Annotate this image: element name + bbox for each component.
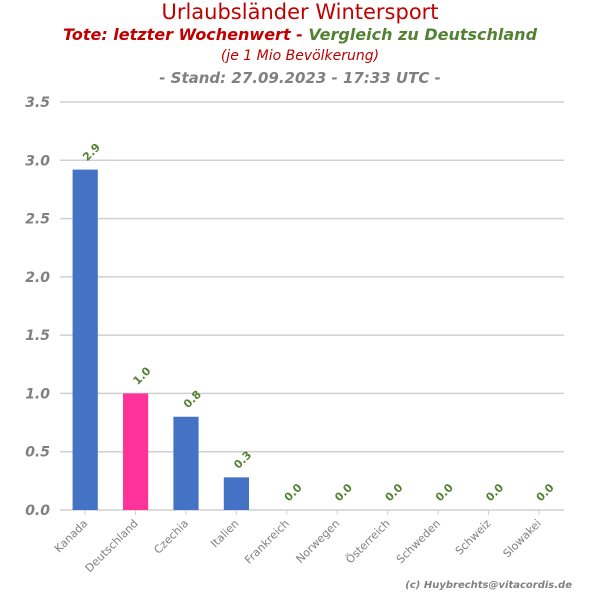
- bar-value-label: 0.0: [483, 481, 506, 504]
- x-tick-label: Slowakei: [501, 517, 544, 560]
- bar-value-label: 0.0: [282, 481, 305, 504]
- x-tick-label: Frankreich: [242, 517, 292, 567]
- chart-subtitle-unit: (je 1 Mio Bevölkerung): [220, 48, 380, 64]
- subtitle-part-comparison: Vergleich zu Deutschland: [308, 25, 538, 44]
- x-tick-label: Kanada: [52, 517, 90, 555]
- bar: [173, 416, 199, 510]
- y-tick-label: 3.0: [25, 153, 50, 169]
- subtitle-part-deaths: Tote: letzter Wochenwert -: [62, 25, 309, 44]
- bar-value-label: 0.0: [383, 481, 406, 504]
- y-tick-label: 2.5: [25, 212, 50, 228]
- y-tick-label: 1.5: [25, 328, 50, 344]
- bar: [223, 477, 249, 510]
- x-tick-label: Deutschland: [83, 517, 141, 575]
- bar-value-label: 1.0: [131, 364, 154, 387]
- x-tick-label: Österreich: [343, 517, 392, 566]
- credit-text: (c) Huybrechts@vitacordis.de: [405, 580, 572, 591]
- x-tick-label: Schweiz: [453, 517, 494, 558]
- y-tick-label: 1.0: [25, 386, 50, 402]
- x-tick-label: Norwegen: [294, 517, 343, 566]
- y-tick-label: 0.5: [25, 445, 50, 461]
- chart-subtitle: Tote: letzter Wochenwert - Vergleich zu …: [0, 25, 600, 44]
- x-tick-label: Schweden: [394, 517, 443, 566]
- chart-stand-date: - Stand: 27.09.2023 - 17:33 UTC -: [159, 69, 441, 87]
- bar: [123, 393, 149, 510]
- y-tick-label: 3.5: [25, 95, 50, 111]
- chart-title: Urlaubsländer Wintersport: [161, 0, 439, 24]
- y-tick-label: 0.0: [25, 503, 50, 519]
- x-tick-label: Czechia: [151, 517, 191, 557]
- bar: [72, 169, 98, 510]
- y-tick-label: 2.0: [25, 270, 50, 286]
- bar-value-label: 0.0: [433, 481, 456, 504]
- bar-value-label: 0.8: [181, 388, 204, 411]
- bar-value-label: 0.0: [534, 481, 557, 504]
- x-tick-label: Italien: [208, 517, 241, 550]
- bar-value-label: 0.0: [332, 481, 355, 504]
